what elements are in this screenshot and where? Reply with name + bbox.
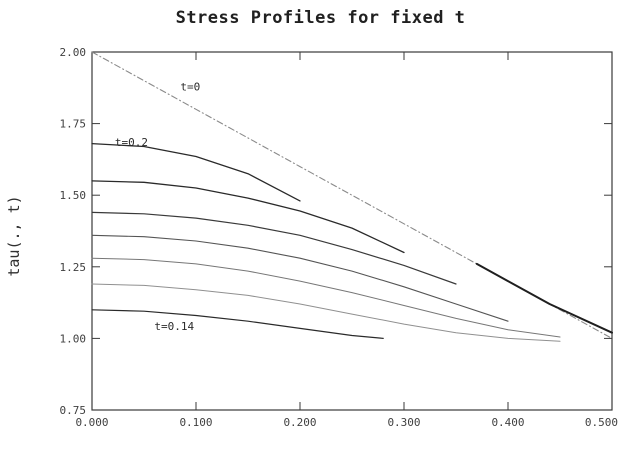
y-tick-label: 1.00	[60, 332, 87, 345]
series-line-9	[475, 262, 613, 334]
y-tick-label: 2.00	[60, 46, 87, 59]
series-line-2	[91, 142, 301, 202]
series-line-6	[91, 257, 561, 338]
y-tick-label: 1.25	[60, 261, 87, 274]
curve-label-3: t=0.14	[154, 320, 194, 333]
series-line-4	[91, 211, 457, 285]
curve-label-2: t=0.2	[115, 136, 148, 149]
chart-title: Stress Profiles for fixed t	[175, 8, 466, 28]
curve-label-1: t=0	[180, 81, 200, 94]
y-tick-label: 1.50	[60, 189, 87, 202]
x-tick-label: 0.200	[283, 416, 316, 429]
x-tick-label: 0.300	[387, 416, 420, 429]
series-line-3	[91, 180, 405, 254]
x-tick-label: 0.000	[75, 416, 108, 429]
plot-frame	[91, 51, 613, 411]
x-tick-label: 0.500	[585, 416, 618, 429]
series-line-7	[91, 283, 561, 342]
y-tick-label: 0.75	[60, 404, 87, 417]
y-tick-label: 1.75	[60, 118, 87, 131]
x-tick-label: 0.400	[491, 416, 524, 429]
series-line-8	[91, 309, 384, 339]
series-line-5	[91, 234, 509, 322]
x-tick-label: 0.100	[179, 416, 212, 429]
